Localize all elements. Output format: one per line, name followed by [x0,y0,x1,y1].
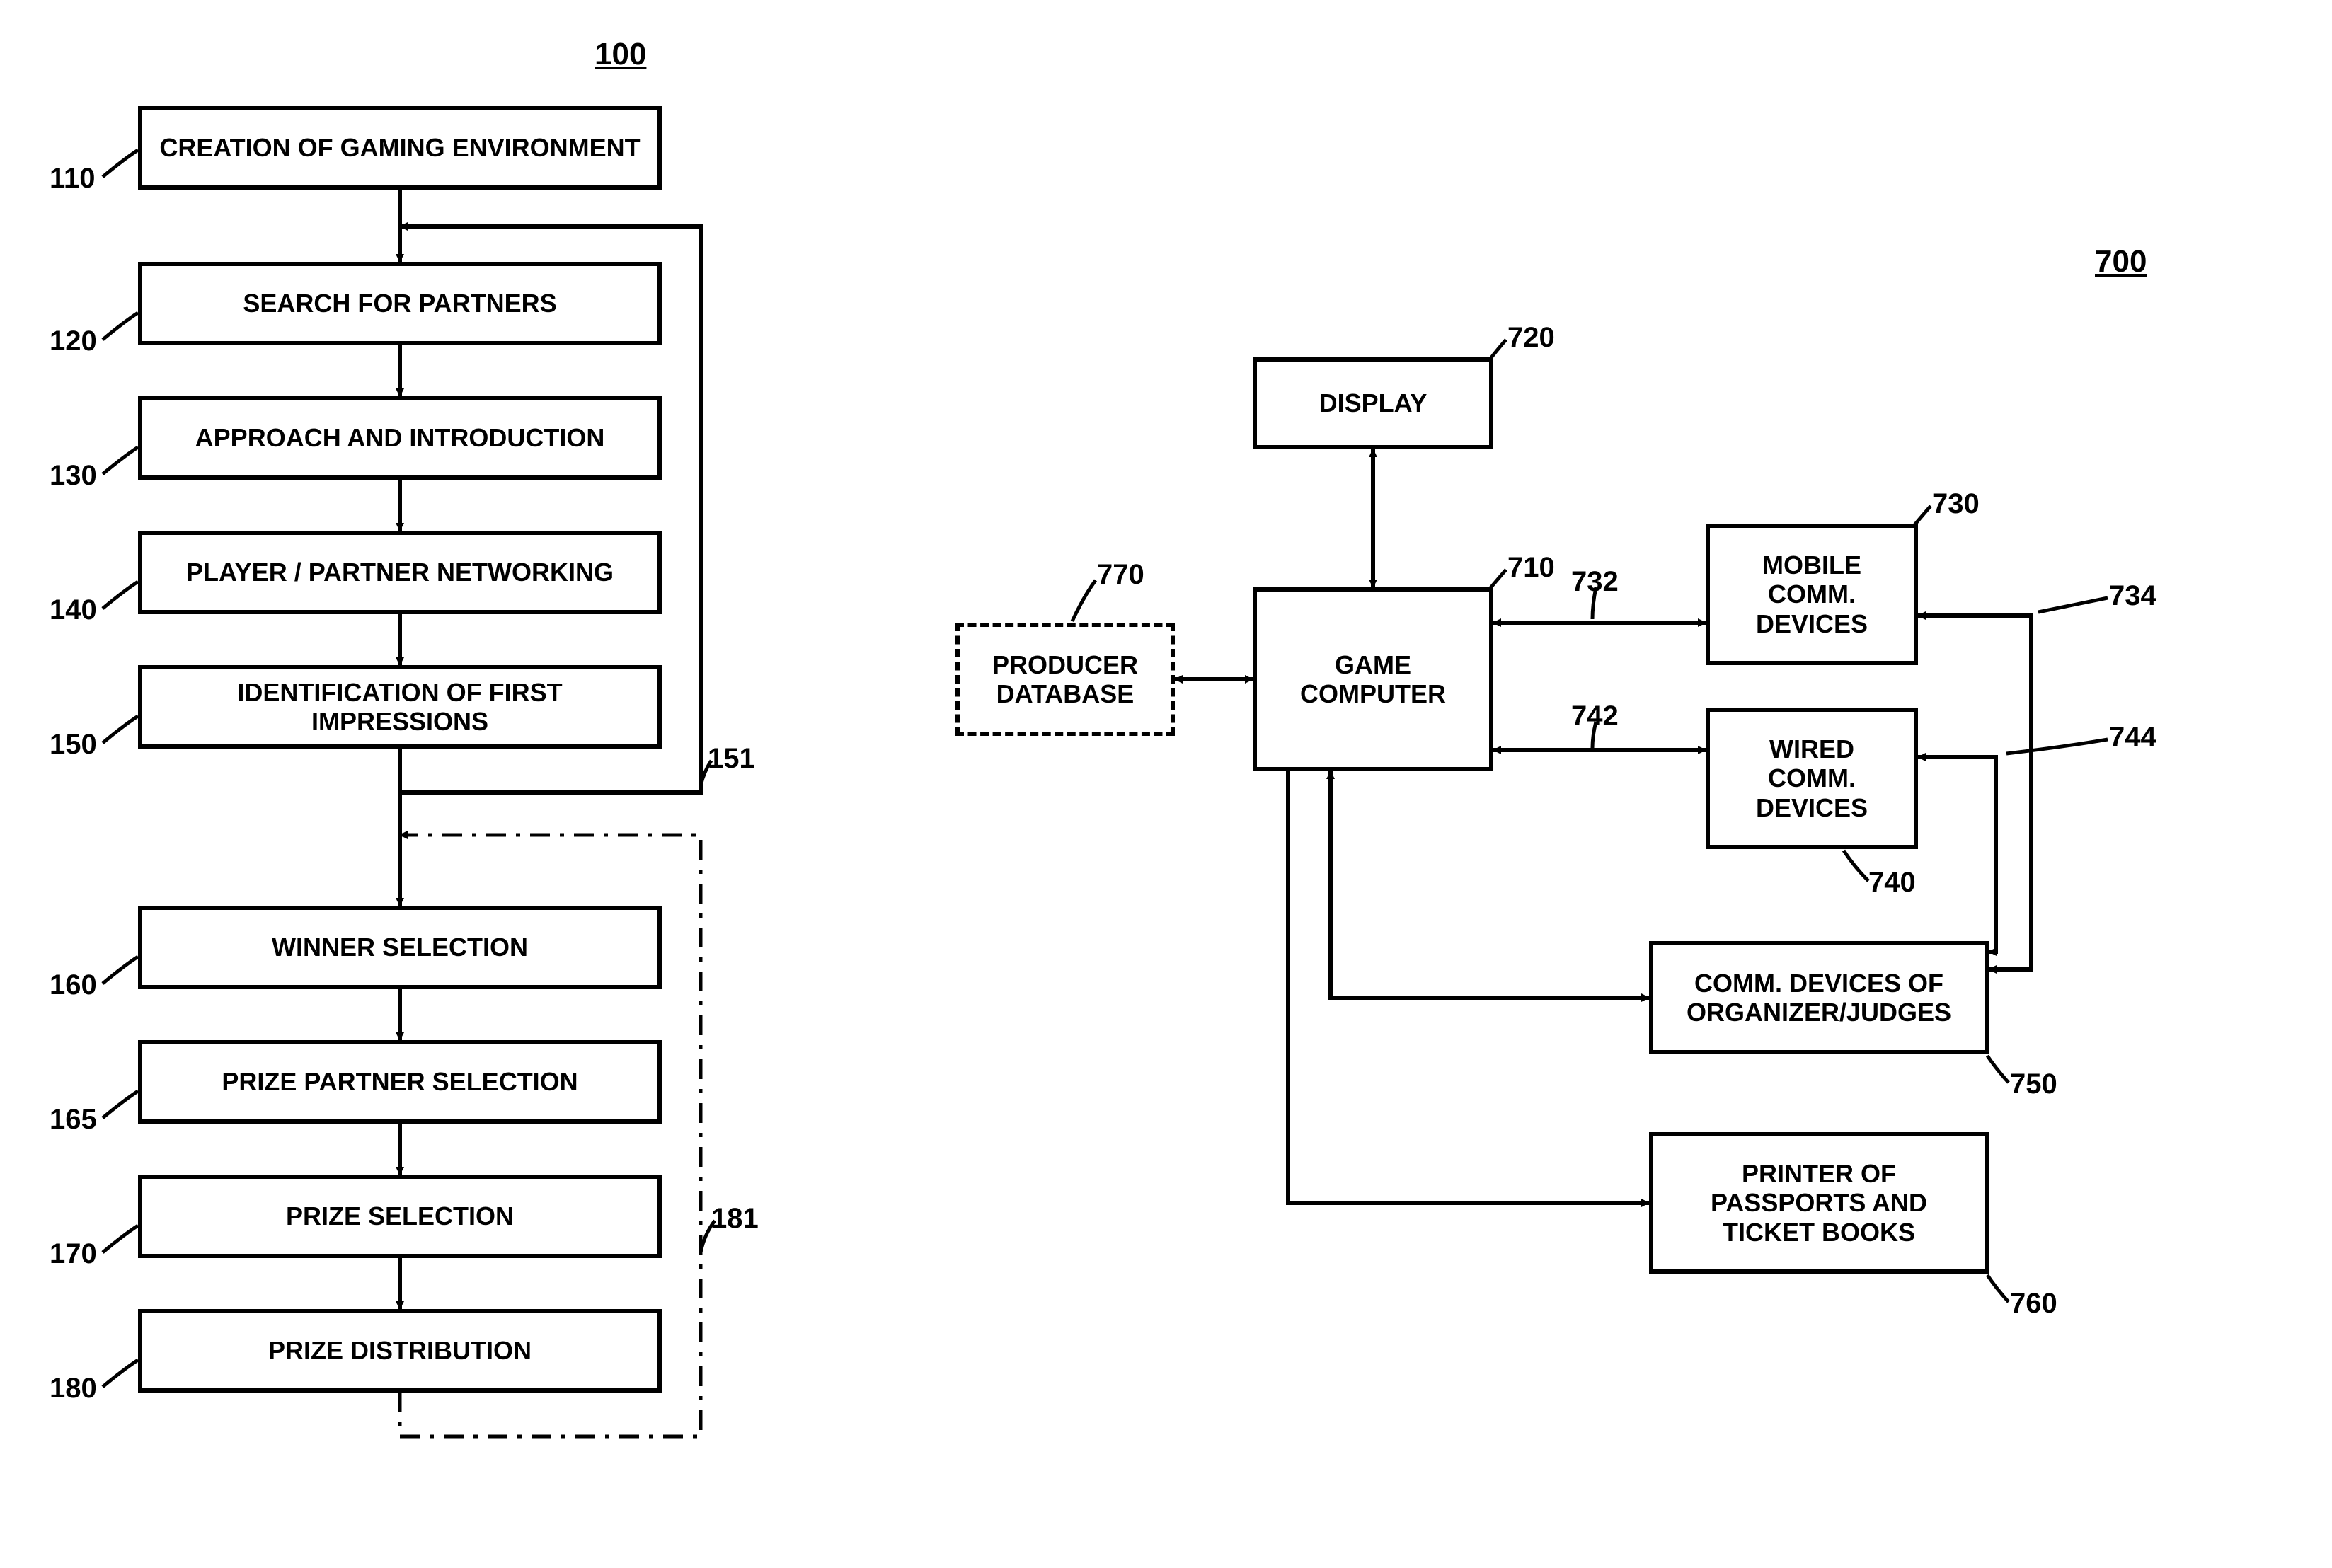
diagram-canvas: 100 CREATION OF GAMING ENVIRONMENT SEARC… [0,0,2332,1568]
figure-100-title: 100 [595,37,646,72]
ref-140: 140 [50,594,97,626]
ref-130: 130 [50,460,97,492]
ref-750: 750 [2010,1068,2057,1100]
box-740: WIRED COMM. DEVICES [1706,708,1918,849]
ref-770: 770 [1097,559,1144,591]
ref-730: 730 [1932,488,1980,520]
ref-734: 734 [2109,580,2156,612]
ref-742: 742 [1571,701,1619,732]
ref-170: 170 [50,1238,97,1270]
box-720: DISPLAY [1253,357,1493,449]
ref-760: 760 [2010,1288,2057,1320]
ref-110: 110 [50,163,96,195]
ref-160: 160 [50,969,97,1001]
box-710: GAME COMPUTER [1253,587,1493,771]
ref-710: 710 [1507,552,1555,584]
ref-180: 180 [50,1373,97,1405]
ref-181: 181 [711,1203,759,1235]
ref-150: 150 [50,729,97,761]
ref-744: 744 [2109,722,2156,754]
box-770: PRODUCER DATABASE [955,623,1175,736]
ref-165: 165 [50,1104,97,1136]
ref-732: 732 [1571,566,1619,598]
box-120: SEARCH FOR PARTNERS [138,262,662,345]
box-730: MOBILE COMM. DEVICES [1706,524,1918,665]
box-150: IDENTIFICATION OF FIRST IMPRESSIONS [138,665,662,749]
ref-740: 740 [1868,867,1916,899]
box-110: CREATION OF GAMING ENVIRONMENT [138,106,662,190]
ref-151: 151 [708,743,755,775]
box-140: PLAYER / PARTNER NETWORKING [138,531,662,614]
box-750: COMM. DEVICES OF ORGANIZER/JUDGES [1649,941,1989,1054]
box-180: PRIZE DISTRIBUTION [138,1309,662,1393]
ref-120: 120 [50,325,97,357]
box-760: PRINTER OF PASSPORTS AND TICKET BOOKS [1649,1132,1989,1274]
box-160: WINNER SELECTION [138,906,662,989]
box-165: PRIZE PARTNER SELECTION [138,1040,662,1124]
box-130: APPROACH AND INTRODUCTION [138,396,662,480]
box-170: PRIZE SELECTION [138,1175,662,1258]
figure-700-title: 700 [2095,244,2147,279]
ref-720: 720 [1507,322,1555,354]
